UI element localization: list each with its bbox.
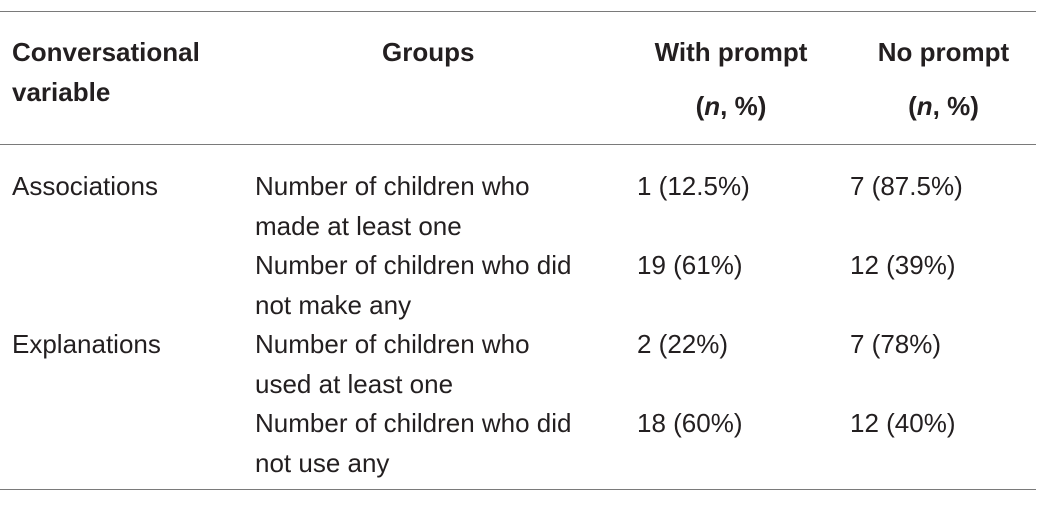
- header-with-prompt-unit: (n, %): [645, 86, 817, 126]
- unit-close: , %): [720, 91, 767, 121]
- row-3-no-prompt: 7 (78%): [850, 329, 942, 359]
- row-3-group-line2: used at least one: [255, 369, 454, 399]
- row-1-variable: Associations: [12, 171, 158, 201]
- header-with-prompt-label: With prompt: [654, 37, 808, 67]
- header-with-prompt: With prompt (n, %): [645, 32, 817, 126]
- unit-open: (: [908, 91, 917, 121]
- row-2-group-line2: not make any: [255, 290, 412, 320]
- row-1-group: Number of children who made at least one: [255, 166, 530, 246]
- header-conversational-variable: Conversational variable: [12, 32, 200, 112]
- row-4-no-prompt: 12 (40%): [850, 408, 956, 438]
- row-1-group-line1: Number of children who: [255, 171, 530, 201]
- header-no-prompt-label: No prompt: [877, 37, 1010, 67]
- row-1-group-line2: made at least one: [255, 211, 462, 241]
- row-2-with-prompt: 19 (61%): [637, 250, 743, 280]
- unit-n: n: [704, 91, 721, 121]
- row-4-with-prompt: 18 (60%): [637, 408, 743, 438]
- unit-close: , %): [932, 91, 979, 121]
- row-1-no-prompt: 7 (87.5%): [850, 171, 963, 201]
- table-top-rule: [0, 11, 1036, 12]
- row-3-with-prompt: 2 (22%): [637, 329, 729, 359]
- row-4-group: Number of children who did not use any: [255, 403, 572, 483]
- header-groups: Groups: [382, 32, 474, 72]
- header-variable-line1: Conversational: [12, 37, 200, 67]
- header-no-prompt: No prompt (n, %): [866, 32, 1021, 126]
- table-bottom-rule: [0, 489, 1036, 490]
- table-header-rule: [0, 144, 1036, 145]
- unit-open: (: [695, 91, 705, 121]
- row-3-group-line1: Number of children who: [255, 329, 530, 359]
- row-2-group: Number of children who did not make any: [255, 245, 572, 325]
- row-2-group-line1: Number of children who did: [255, 250, 572, 280]
- row-3-variable: Explanations: [12, 329, 161, 359]
- row-3-group: Number of children who used at least one: [255, 324, 530, 404]
- row-4-group-line1: Number of children who did: [255, 408, 572, 438]
- header-groups-label: Groups: [382, 37, 475, 67]
- unit-n: n: [916, 91, 933, 121]
- row-2-no-prompt: 12 (39%): [850, 250, 956, 280]
- row-4-group-line2: not use any: [255, 448, 390, 478]
- row-1-with-prompt: 1 (12.5%): [637, 171, 750, 201]
- header-variable-line2: variable: [12, 77, 111, 107]
- header-no-prompt-unit: (n, %): [866, 86, 1021, 126]
